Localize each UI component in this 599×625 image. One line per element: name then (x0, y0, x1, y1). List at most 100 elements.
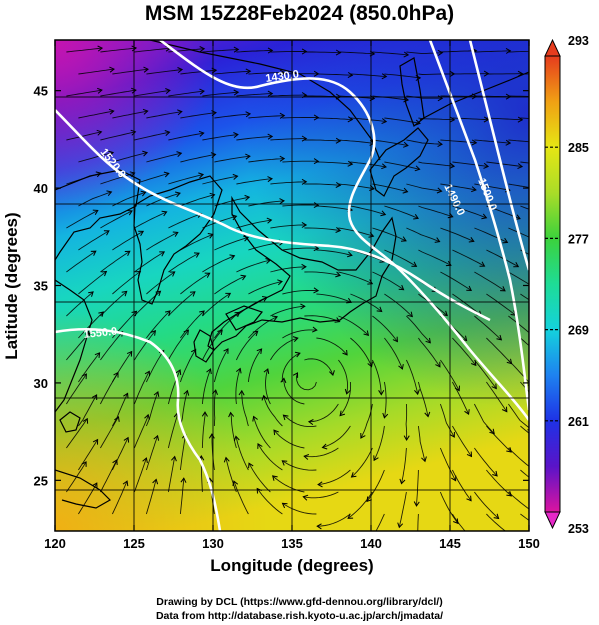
streamline-arrowhead (334, 317, 341, 323)
streamline (202, 134, 238, 141)
streamline-arrowhead (502, 237, 509, 244)
streamline-arrowhead (339, 410, 346, 417)
streamline (316, 249, 353, 256)
streamline (179, 349, 197, 383)
streamline (100, 331, 123, 361)
streamline (474, 359, 497, 389)
streamline (167, 413, 178, 449)
streamline (316, 73, 353, 76)
streamline-arrowhead (199, 310, 205, 316)
x-tick-label: 120 (44, 536, 66, 551)
streamline-arrowhead (84, 332, 91, 338)
streamline-arrowhead (294, 351, 301, 358)
streamline (167, 456, 176, 493)
streamline (405, 359, 419, 395)
streamline-arrowhead (281, 502, 288, 509)
streamline-arrowhead (204, 272, 211, 278)
streamline-arrowhead (532, 334, 537, 339)
streamline-arrowhead (142, 150, 149, 157)
streamline (304, 447, 339, 458)
streamline (308, 403, 339, 423)
streamline-arrowhead (228, 411, 235, 418)
streamline-arrowhead (201, 411, 208, 417)
streamline (146, 152, 182, 163)
streamline-arrowhead (468, 237, 475, 243)
streamline-arrowhead (317, 481, 323, 488)
streamline (296, 372, 317, 391)
streamline-arrowhead (437, 140, 443, 148)
streamline-arrowhead (257, 443, 263, 449)
streamline (417, 425, 426, 462)
streamline (214, 311, 240, 339)
streamline-arrowhead (267, 133, 274, 140)
streamline (236, 93, 273, 97)
streamline (213, 348, 229, 383)
streamline-arrowhead (307, 419, 314, 426)
streamline (66, 250, 97, 273)
streamline-arrowhead (172, 231, 179, 237)
y-tick-label: 30 (34, 376, 48, 391)
streamline (372, 139, 408, 147)
streamline (100, 250, 131, 273)
streamline-arrowhead (493, 513, 500, 520)
streamline (384, 337, 403, 370)
streamline-arrowhead (177, 67, 184, 73)
streamline-arrowhead (150, 330, 157, 336)
streamline-arrowhead (380, 210, 387, 217)
streamline (347, 491, 373, 519)
streamline (520, 381, 529, 393)
streamline-arrowhead (445, 260, 452, 267)
streamline (78, 394, 97, 427)
streamline (418, 249, 452, 266)
streamline (179, 478, 185, 515)
streamline (180, 310, 205, 339)
streamline (168, 174, 204, 185)
streamline (384, 161, 420, 170)
streamline (180, 272, 210, 295)
streamline-arrowhead (403, 435, 410, 441)
streamline (213, 390, 217, 427)
streamline (338, 51, 375, 55)
streamline (100, 291, 128, 317)
streamline-arrowhead (540, 48, 544, 53)
streamline (338, 271, 373, 285)
streamline-arrowhead (301, 48, 308, 55)
streamline-arrowhead (122, 480, 129, 487)
streamline-arrowhead (82, 417, 89, 424)
streamline-arrowhead (199, 46, 206, 53)
streamline (520, 513, 529, 521)
streamline (283, 414, 317, 428)
streamline-arrowhead (540, 140, 544, 145)
streamline (520, 249, 529, 255)
streamline-arrowhead (92, 438, 99, 445)
streamline (66, 291, 94, 317)
streamline-arrowhead (163, 171, 170, 178)
streamline (111, 437, 129, 471)
streamline-arrowhead (442, 310, 448, 317)
streamline (316, 117, 353, 121)
streamline (520, 469, 529, 478)
streamline-arrowhead (279, 69, 286, 76)
streamline-arrowhead (421, 456, 427, 463)
streamline-arrowhead (97, 45, 104, 52)
streamline (236, 259, 271, 273)
streamline-arrowhead (392, 336, 398, 343)
streamline-arrowhead (532, 510, 537, 515)
streamline-arrowhead (131, 310, 138, 317)
streamline-arrowhead (233, 89, 240, 96)
streamline (66, 332, 91, 361)
streamline-arrowhead (98, 311, 104, 317)
streamline-arrowhead (479, 261, 486, 267)
streamline (474, 271, 506, 292)
streamline (316, 161, 353, 165)
streamline (452, 337, 477, 366)
streamline-arrowhead (335, 227, 342, 233)
streamline (418, 205, 453, 218)
streamline (112, 231, 144, 251)
streamline (416, 469, 419, 506)
streamline-arrowhead (313, 158, 320, 165)
streamline-arrowhead (534, 286, 539, 290)
streamline-arrowhead (397, 522, 404, 529)
streamline-arrowhead (347, 71, 354, 79)
streamline (134, 211, 167, 229)
